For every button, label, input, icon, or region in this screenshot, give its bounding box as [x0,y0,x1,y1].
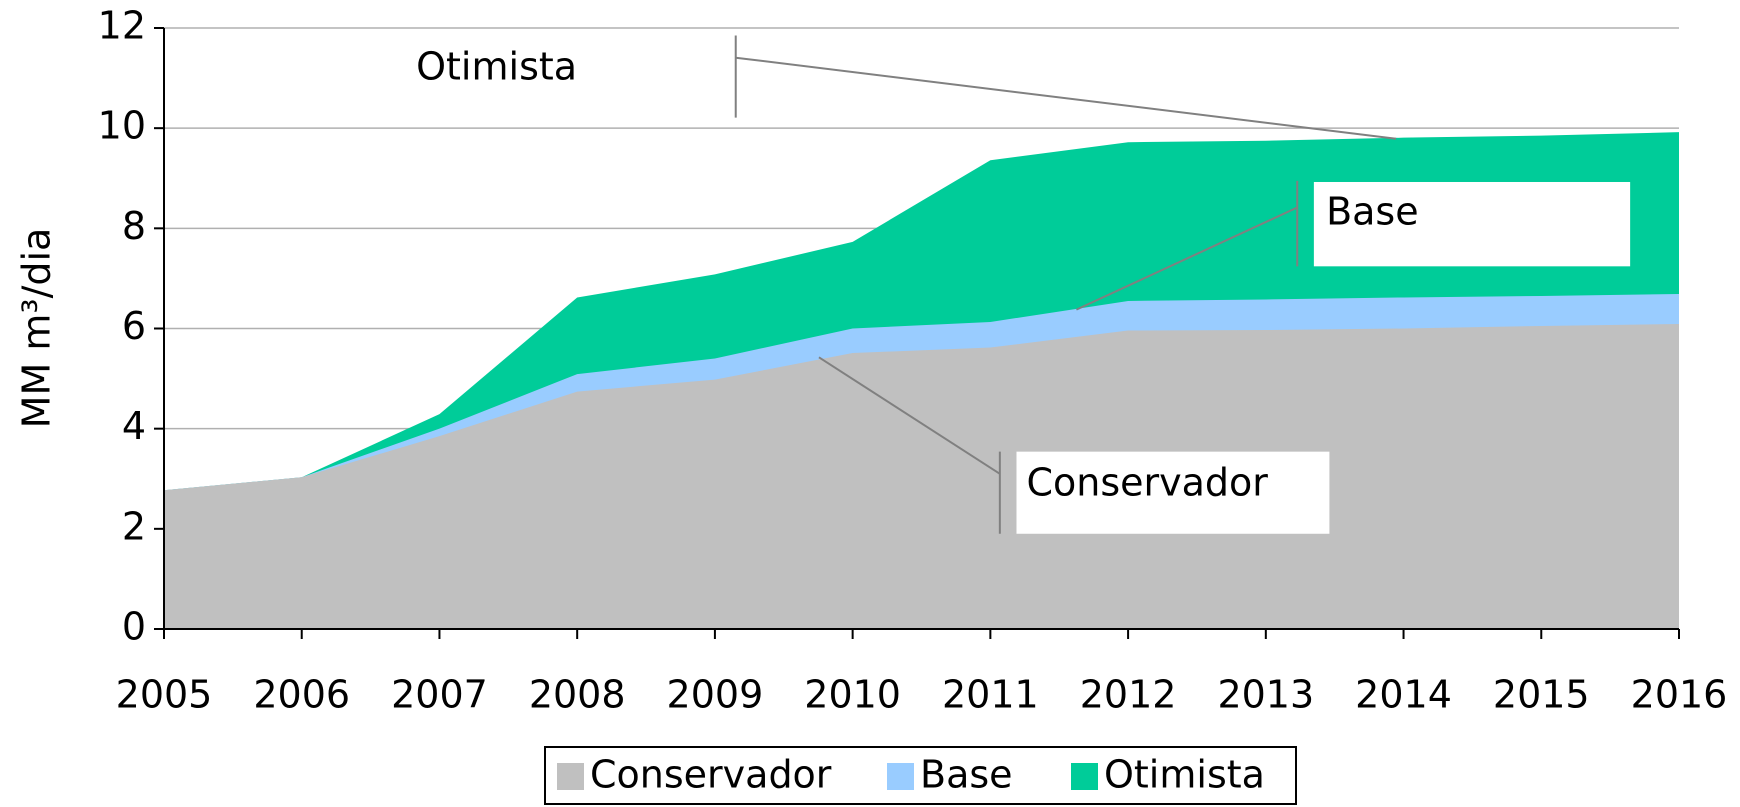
y-tick-label: 12 [98,4,146,48]
x-tick-label: 2016 [1631,673,1728,717]
y-axis-label: MM m³/dia [15,228,59,429]
legend-label: Base [920,753,1013,797]
annotation: Otimista [416,44,577,88]
y-tick-label: 10 [98,104,146,148]
legend-swatch [557,763,584,790]
x-tick-label: 2010 [804,673,901,717]
annotation-box [1313,181,1631,267]
callout-line [735,56,1397,140]
x-tick-label: 2013 [1217,673,1314,717]
y-tick-label: 4 [122,404,146,448]
x-tick-label: 2005 [116,673,213,717]
callout-line [818,356,1001,475]
legend-label: Otimista [1104,753,1265,797]
x-tick-label: 2006 [253,673,350,717]
y-tick-label: 6 [122,304,146,348]
legend-swatch [887,763,914,790]
annotation: Base [1326,190,1419,234]
legend-swatch [1071,763,1098,790]
legend-box [544,746,1297,805]
x-tick-label: 2007 [391,673,488,717]
x-tick-label: 2009 [667,673,764,717]
x-tick-label: 2008 [529,673,626,717]
callout-line [1075,206,1298,311]
x-tick-label: 2014 [1355,673,1452,717]
legend-label: Conservador [590,753,832,797]
annotation-box [1016,451,1330,534]
x-tick-label: 2011 [942,673,1039,717]
y-tick-label: 0 [122,605,146,649]
x-tick-label: 2012 [1080,673,1177,717]
x-tick-label: 2015 [1493,673,1590,717]
annotation: Conservador [1026,460,1268,504]
y-tick-label: 2 [122,504,146,548]
area [164,323,1679,629]
y-tick-label: 8 [122,204,146,248]
